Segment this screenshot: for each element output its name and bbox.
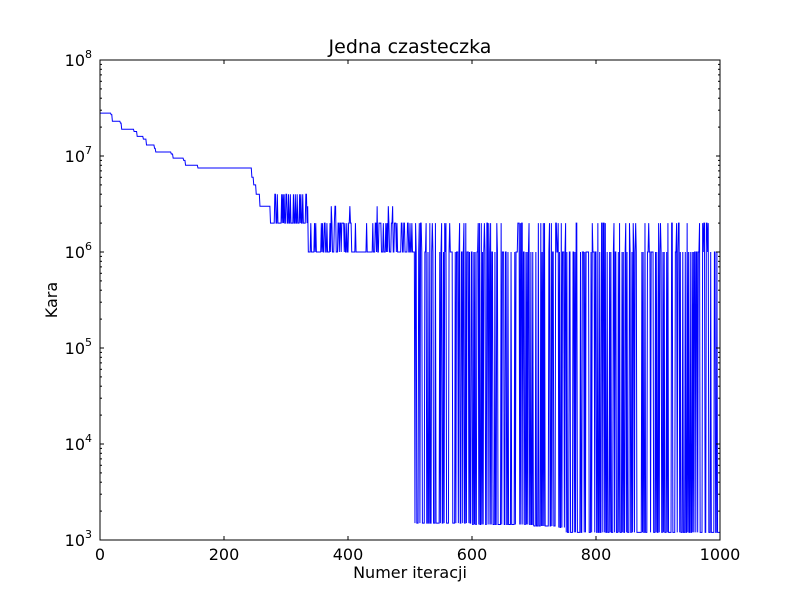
- x-axis-label: Numer iteracji: [353, 563, 467, 582]
- y-tick-label: 107: [65, 144, 92, 166]
- y-tick-label: 106: [65, 240, 92, 262]
- chart-title: Jedna czasteczka: [328, 36, 492, 58]
- plot-frame: [99, 59, 721, 541]
- y-tick-label: 108: [65, 48, 92, 70]
- x-tick-label: 200: [209, 545, 240, 564]
- y-tick-label: 105: [65, 336, 92, 358]
- y-tick-label: 103: [65, 528, 92, 550]
- x-tick-label: 600: [457, 545, 488, 564]
- y-axis-label: Kara: [42, 282, 61, 318]
- y-tick-label: 104: [65, 432, 92, 454]
- axis-ticks: 0 200 400 600 800 1000 103 104 105 106 107 108: [65, 48, 741, 564]
- x-tick-label: 1000: [700, 545, 741, 564]
- x-tick-label: 0: [95, 545, 105, 564]
- x-tick-label: 400: [333, 545, 364, 564]
- x-tick-label: 800: [581, 545, 612, 564]
- series-line: [100, 112, 720, 533]
